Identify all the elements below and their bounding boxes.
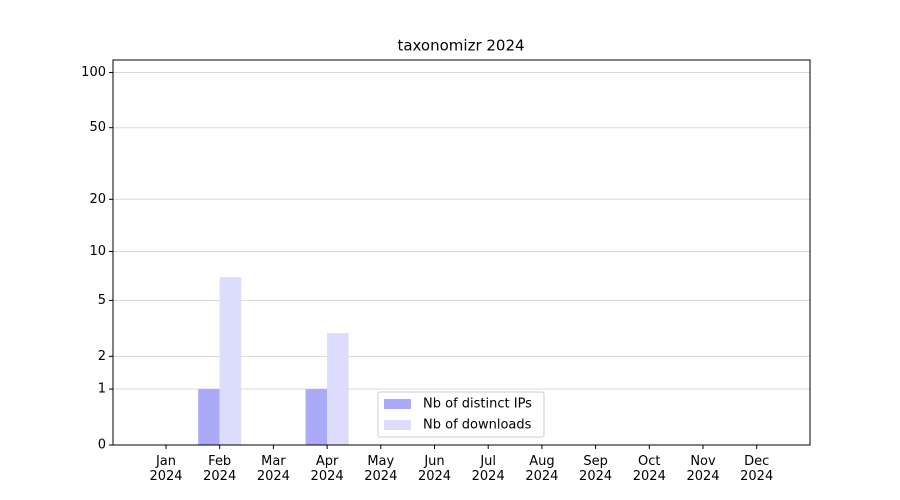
x-tick-label: Jul 2024 bbox=[471, 454, 505, 484]
y-tick-label: 1 bbox=[98, 382, 106, 397]
x-tick-label: Nov 2024 bbox=[686, 454, 720, 484]
x-tick-label: Dec 2024 bbox=[740, 454, 774, 484]
x-tick-label: May 2024 bbox=[364, 454, 398, 484]
y-tick-label: 5 bbox=[98, 293, 106, 308]
y-tick-label: 50 bbox=[89, 120, 106, 135]
y-tick-label: 2 bbox=[98, 349, 106, 364]
x-tick-label: Mar 2024 bbox=[256, 454, 290, 484]
chart-title: taxonomizr 2024 bbox=[397, 37, 524, 55]
x-tick-label: Oct 2024 bbox=[632, 454, 666, 484]
y-tick-label: 10 bbox=[89, 244, 106, 259]
legend-box bbox=[377, 391, 545, 438]
bar bbox=[198, 389, 220, 445]
legend-label: Nb of distinct IPs bbox=[423, 397, 532, 412]
bar bbox=[219, 277, 242, 445]
x-tick-label: Jun 2024 bbox=[417, 454, 452, 484]
legend-swatch bbox=[384, 399, 411, 409]
y-tick-label: 100 bbox=[81, 65, 106, 80]
y-tick-label: 0 bbox=[98, 438, 106, 453]
legend-swatch bbox=[384, 420, 411, 430]
x-tick-label: Feb 2024 bbox=[203, 454, 237, 484]
legend-label: Nb of downloads bbox=[423, 418, 532, 433]
plot-frame bbox=[112, 59, 811, 446]
x-tick-label: Aug 2024 bbox=[525, 454, 559, 484]
x-tick-label: Sep 2024 bbox=[579, 454, 613, 484]
bar bbox=[305, 389, 328, 445]
x-tick-label: Apr 2024 bbox=[310, 454, 344, 484]
y-tick-label: 20 bbox=[89, 192, 106, 207]
bar bbox=[327, 333, 349, 445]
x-tick-label: Jan 2024 bbox=[149, 454, 183, 484]
